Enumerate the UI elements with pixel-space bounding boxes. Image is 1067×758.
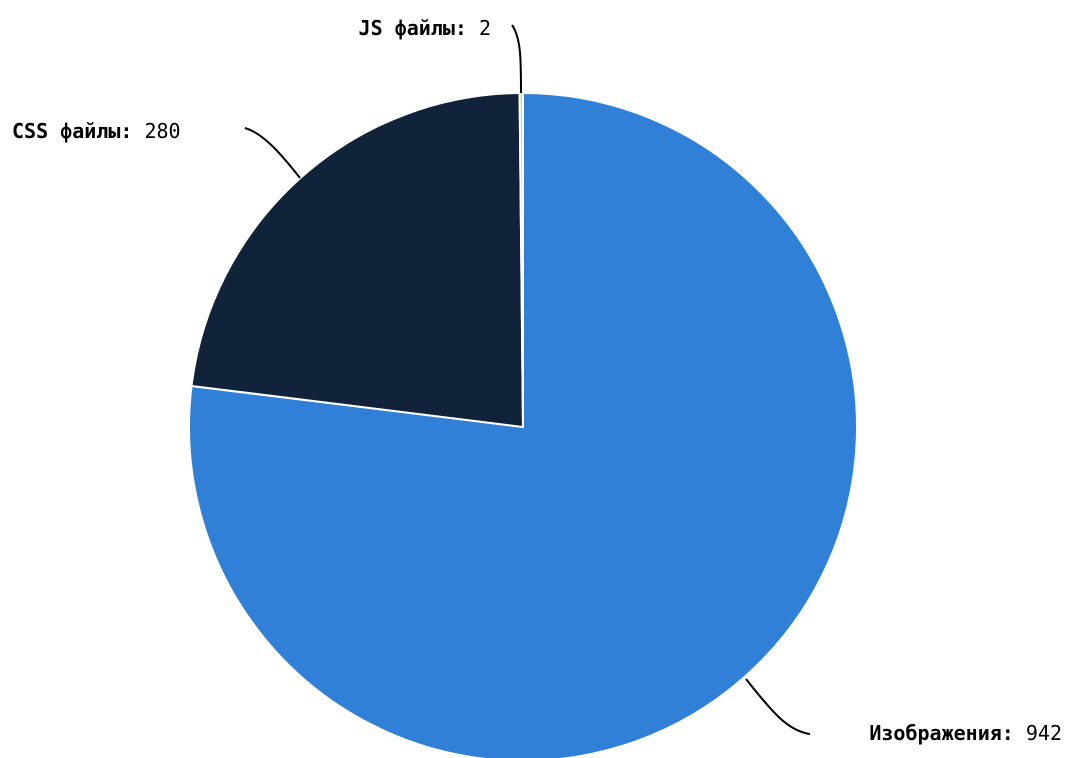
slice-label-value: 280 bbox=[132, 119, 180, 143]
slice-label-2: CSS файлы: 280 bbox=[12, 119, 181, 143]
connector-line-3 bbox=[511, 24, 522, 94]
slice-label-value: 2 bbox=[467, 16, 491, 40]
pie-slice-2 bbox=[190, 92, 524, 428]
slice-label-value: 942 bbox=[1014, 721, 1062, 745]
slice-label-name: Изображения: bbox=[869, 721, 1014, 745]
connector-line-2 bbox=[244, 127, 301, 179]
connector-line-1 bbox=[745, 678, 811, 735]
slice-label-1: Изображения: 942 bbox=[869, 721, 1062, 745]
pie-slice-3 bbox=[518, 92, 524, 428]
slice-label-3: JS файлы: 2 bbox=[359, 16, 491, 40]
slice-label-name: CSS файлы: bbox=[12, 119, 132, 143]
slice-label-name: JS файлы: bbox=[359, 16, 467, 40]
